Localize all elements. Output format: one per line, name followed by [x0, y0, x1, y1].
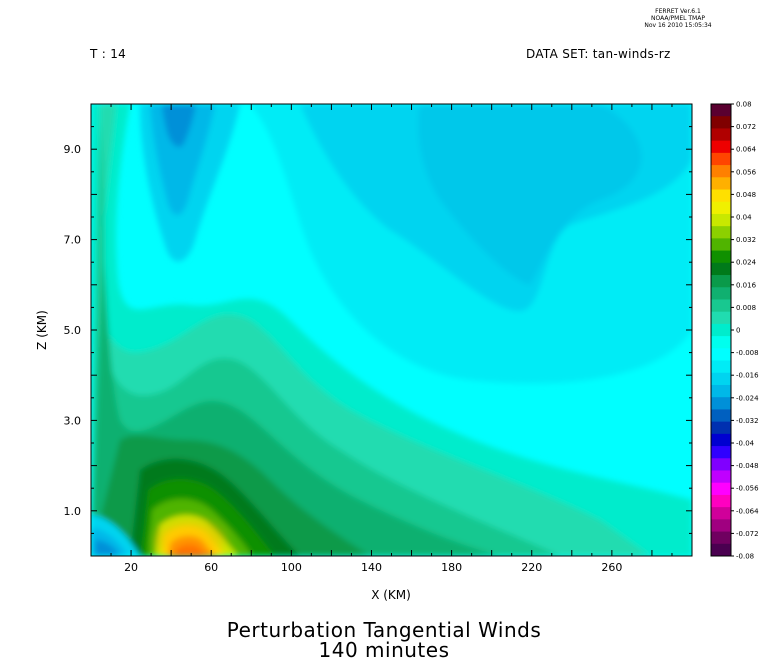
x-tick-label: 220 [521, 561, 542, 574]
tick-label-layer: 20 60 100 140 180 220 260 1.0 3.0 5.0 7.0 9.0 [64, 143, 623, 574]
colorbar-swatch [711, 299, 731, 313]
colorbar-label: -0.008 [736, 349, 759, 357]
tick-layer [91, 104, 692, 556]
colorbar-label: 0 [736, 327, 740, 335]
y-tick-label: 5.0 [64, 324, 82, 337]
colorbar-swatch [711, 238, 731, 252]
colorbar-swatch [711, 543, 731, 557]
colorbar-label: 0.048 [736, 191, 756, 199]
colorbar-swatch [711, 482, 731, 496]
colorbar-label: -0.024 [736, 394, 759, 402]
colorbar-swatch [711, 519, 731, 533]
colorbar-swatch [711, 397, 731, 410]
colorbar-swatch [711, 409, 731, 423]
y-tick-label: 3.0 [64, 414, 82, 427]
ferret-version: FERRET Ver.6.1 [655, 8, 701, 15]
y-tick-label: 7.0 [64, 234, 82, 247]
colorbar-label: -0.04 [736, 440, 755, 448]
x-axis-label: X (KM) [371, 588, 411, 602]
colorbar-label: 0.024 [736, 259, 757, 267]
contour-neg-aloft-core [162, 104, 196, 147]
colorbar-swatch [711, 275, 731, 288]
x-tick-label: 180 [441, 561, 462, 574]
contour-neg-min-core [95, 540, 120, 556]
colorbar-swatch [711, 507, 731, 520]
colorbar-swatch [711, 128, 731, 142]
colorbar-label: -0.072 [736, 530, 759, 538]
colorbar-label: -0.016 [736, 372, 759, 380]
colorbar-label: -0.032 [736, 417, 759, 425]
colorbar-swatch [711, 348, 731, 362]
colorbar-swatch [711, 311, 731, 325]
colorbar-swatch [711, 213, 731, 227]
colorbar-label: 0.04 [736, 214, 752, 222]
colorbar-swatch [711, 250, 731, 264]
colorbar-label: 0.056 [736, 168, 757, 176]
colorbar-swatch [711, 226, 731, 239]
colorbar-swatch [711, 323, 731, 337]
y-axis-label: Z (KM) [35, 310, 49, 350]
x-tick-label: 140 [361, 561, 382, 574]
colorbar-swatch [711, 140, 731, 154]
colorbar-swatch [711, 372, 731, 386]
colorbar-label: 0.032 [736, 236, 756, 244]
colorbar-swatch [711, 177, 731, 191]
colorbar-swatch [711, 458, 731, 471]
colorbar-swatch [711, 116, 731, 129]
colorbar-label: 0.072 [736, 123, 756, 131]
ferret-stamp: FERRET Ver.6.1 NOAA/PMEL TMAP Nov 16 201… [640, 8, 716, 29]
colorbar-swatch [711, 104, 731, 117]
header-time-label: T : 14 [90, 47, 127, 61]
colorbar-swatch [711, 360, 731, 374]
x-tick-label: 100 [281, 561, 302, 574]
colorbar-swatch [711, 165, 731, 178]
colorbar-swatch [711, 201, 731, 215]
colorbar-label: -0.08 [736, 553, 754, 561]
colorbar-swatch [711, 494, 731, 508]
contour-neg-aloft-mid [150, 104, 215, 215]
chart-title-line1: Perturbation Tangential Winds [226, 618, 542, 642]
y-tick-label: 9.0 [64, 143, 82, 156]
chart-title-line2: 140 minutes [318, 638, 450, 662]
colorbar-swatch [711, 152, 731, 166]
colorbar-label: 0.08 [736, 101, 752, 109]
colorbar-swatch [711, 384, 731, 398]
colorbar-swatch [711, 189, 731, 203]
plot-field [91, 104, 692, 556]
colorbar-label: -0.056 [736, 485, 759, 493]
colorbar-swatch [711, 336, 731, 349]
ferret-date: Nov 16 2010 15:05:34 [644, 22, 712, 29]
colorbar-swatch [711, 470, 731, 484]
colorbar-label: 0.008 [736, 304, 756, 312]
ferret-lab: NOAA/PMEL TMAP [651, 15, 705, 22]
x-tick-label: 20 [124, 561, 138, 574]
colorbar-label: 0.064 [736, 146, 757, 154]
colorbar-swatch [711, 421, 731, 435]
colorbar-label: -0.064 [736, 507, 759, 515]
colorbar-swatch [711, 531, 731, 545]
colorbar-swatch [711, 287, 731, 300]
colorbar-label: 0.016 [736, 281, 757, 289]
colorbar-swatch [711, 262, 731, 276]
colorbar-swatch [711, 433, 731, 447]
x-tick-label: 260 [601, 561, 622, 574]
colorbar-swatch [711, 446, 731, 459]
x-tick-label: 60 [204, 561, 218, 574]
header-dataset-label: DATA SET: tan-winds-rz [526, 47, 671, 61]
y-tick-label: 1.0 [64, 505, 82, 518]
contour-neg-large-core [418, 104, 642, 285]
colorbar-label: -0.048 [736, 462, 759, 470]
colorbar: 0.08 0.072 0.064 0.056 0.048 0.04 0.032 0.024 0.… [710, 101, 759, 561]
